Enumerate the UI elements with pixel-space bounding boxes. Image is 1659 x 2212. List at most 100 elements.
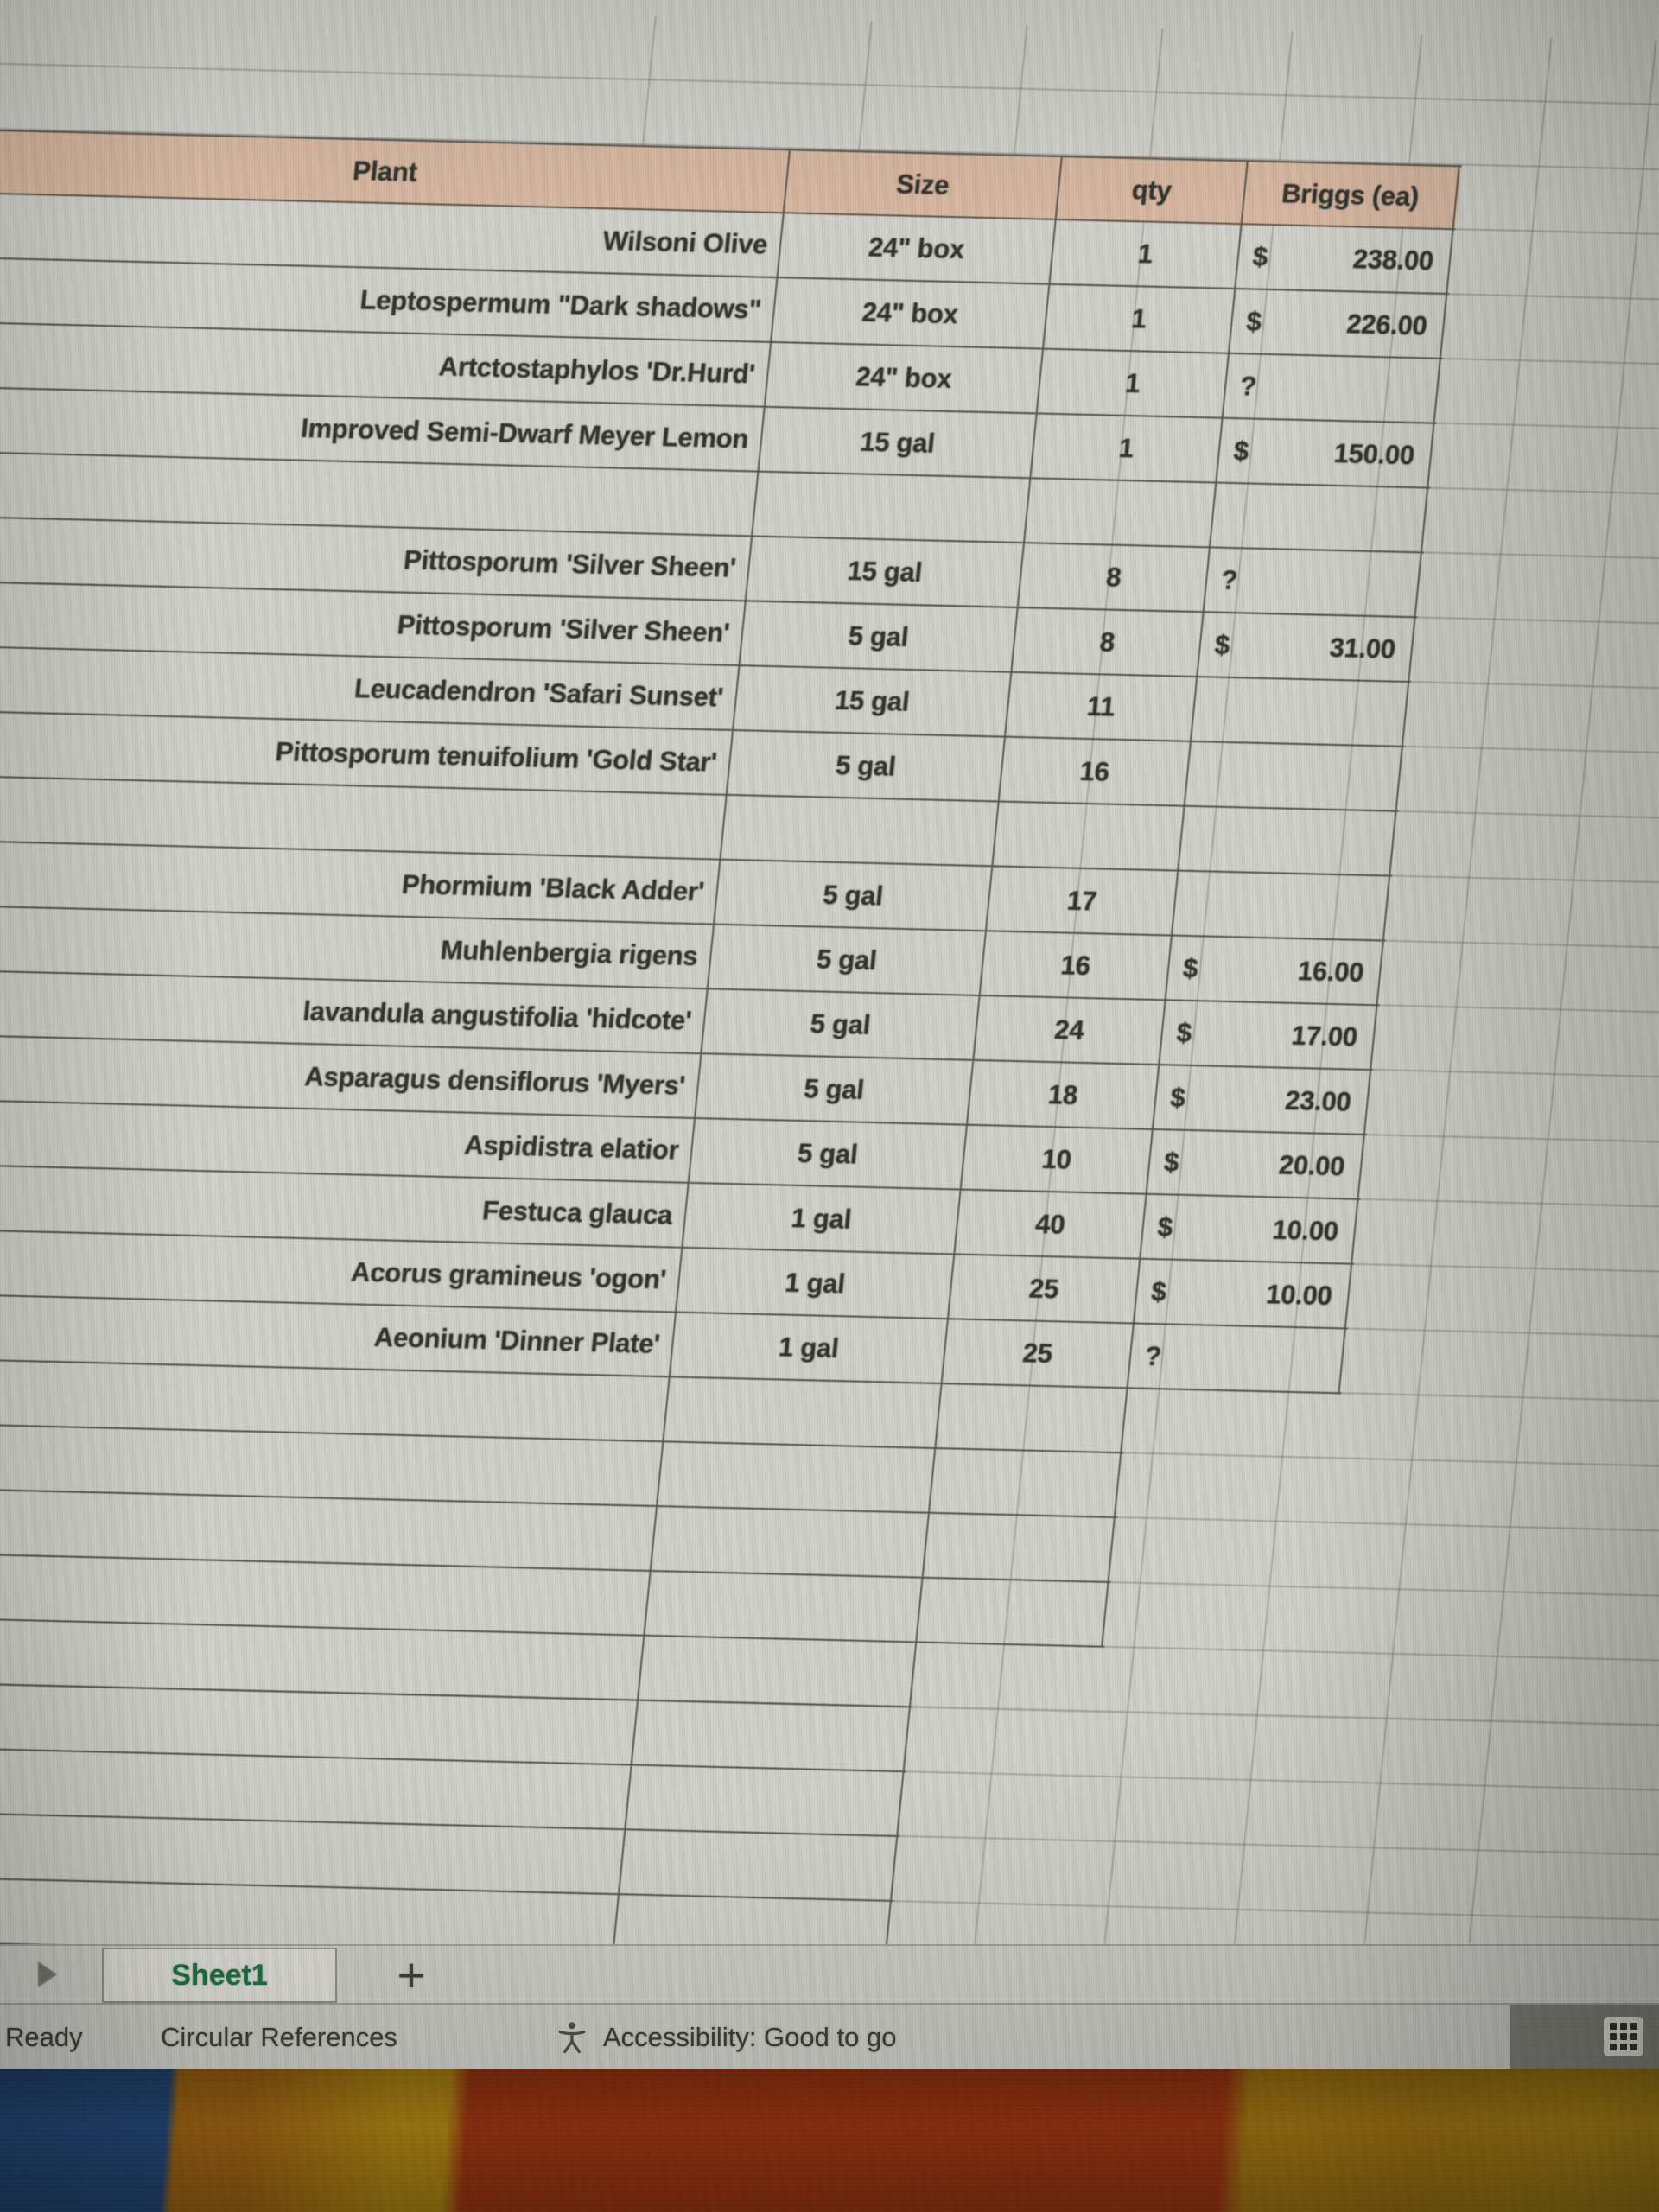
spreadsheet-canvas[interactable]: Plant Size qty Briggs (ea) Wilsoni Olive… <box>0 0 1659 1944</box>
cell-size[interactable]: 5 gal <box>689 1119 968 1189</box>
cell-size[interactable]: 1 gal <box>677 1248 956 1319</box>
cell-qty[interactable] <box>936 1384 1128 1452</box>
cell-price[interactable] <box>1179 806 1397 875</box>
price-amount: 16.00 <box>1296 955 1365 988</box>
cell-size[interactable] <box>632 1700 911 1771</box>
cell-qty[interactable]: 10 <box>961 1125 1154 1193</box>
cell-qty[interactable]: 8 <box>1012 608 1205 677</box>
cell-size[interactable]: 5 gal <box>740 601 1019 671</box>
plant-order-table: Plant Size qty Briggs (ea) Wilsoni Olive… <box>0 129 1462 1944</box>
cell-price[interactable]: $10.00 <box>1134 1259 1353 1328</box>
currency-symbol: $ <box>1244 305 1263 337</box>
cell-qty[interactable]: 24 <box>974 996 1166 1065</box>
accessibility-icon <box>558 2022 586 2054</box>
cell-price[interactable]: $10.00 <box>1141 1194 1359 1263</box>
price-amount: 10.00 <box>1271 1213 1340 1246</box>
cell-size[interactable]: 1 gal <box>670 1313 949 1383</box>
cell-price[interactable] <box>1173 871 1391 940</box>
view-shortcuts-segment <box>1510 2005 1659 2069</box>
cell-size[interactable] <box>721 795 1000 866</box>
cell-price[interactable]: $20.00 <box>1147 1130 1365 1198</box>
cell-size[interactable]: 5 gal <box>727 730 1006 801</box>
cell-size[interactable] <box>651 1507 930 1577</box>
price-amount: 17.00 <box>1290 1020 1359 1052</box>
cell-size[interactable] <box>639 1636 918 1707</box>
accessibility-status[interactable]: Accessibility: Good to go <box>603 2022 897 2052</box>
cell-qty[interactable]: 40 <box>955 1190 1147 1258</box>
price-amount: 31.00 <box>1328 632 1397 664</box>
cell-size[interactable] <box>613 1895 892 1944</box>
cell-size[interactable]: 24" box <box>765 342 1044 413</box>
cell-price[interactable] <box>1192 677 1410 746</box>
cell-qty[interactable]: 1 <box>1044 284 1236 353</box>
cell-size[interactable]: 24" box <box>778 213 1057 283</box>
cell-qty[interactable] <box>923 1513 1116 1581</box>
cell-price[interactable]: $31.00 <box>1198 613 1416 682</box>
cell-price[interactable]: $150.00 <box>1217 418 1435 487</box>
currency-symbol: $ <box>1168 1082 1187 1113</box>
cell-qty[interactable]: 25 <box>949 1255 1141 1323</box>
cell-qty[interactable]: 8 <box>1018 543 1211 612</box>
currency-symbol: $ <box>1251 241 1269 272</box>
table-body: Wilsoni Olive 24" box 1 $238.00 Leptospermum… <box>0 194 1456 1944</box>
status-bar: Ready Circular References Accessibility:… <box>0 2003 1659 2069</box>
cell-qty[interactable] <box>1025 479 1217 547</box>
price-amount: 23.00 <box>1283 1084 1353 1117</box>
price-amount: 238.00 <box>1351 243 1435 276</box>
cell-size[interactable]: 5 gal <box>702 989 981 1059</box>
cell-price[interactable]: $238.00 <box>1236 225 1454 294</box>
cell-size[interactable]: 5 gal <box>715 860 994 931</box>
cell-qty[interactable] <box>993 802 1185 870</box>
cell-size[interactable] <box>620 1830 899 1900</box>
cell-qty[interactable]: 1 <box>1050 219 1243 289</box>
gridline <box>641 16 657 148</box>
cell-qty[interactable]: 11 <box>1006 672 1198 741</box>
cell-qty[interactable]: 17 <box>987 867 1179 935</box>
cell-size[interactable]: 5 gal <box>708 925 987 995</box>
cell-size[interactable] <box>645 1571 924 1642</box>
column-header-price[interactable]: Briggs (ea) <box>1242 162 1460 229</box>
cell-size[interactable]: 15 gal <box>746 537 1025 607</box>
column-header-qty[interactable]: qty <box>1056 157 1249 224</box>
gridline <box>857 21 873 153</box>
column-header-size[interactable]: Size <box>784 150 1063 219</box>
cell-size[interactable] <box>753 472 1032 543</box>
cell-qty[interactable] <box>930 1448 1122 1517</box>
sheet-tab-sheet1[interactable]: Sheet1 <box>102 1948 337 2003</box>
sheet-nav-arrow-icon[interactable] <box>38 1961 57 1987</box>
cell-size[interactable]: 24" box <box>772 278 1051 348</box>
cell-price[interactable]: $23.00 <box>1154 1065 1372 1134</box>
cell-qty[interactable] <box>917 1578 1109 1646</box>
cell-price[interactable]: $16.00 <box>1166 936 1384 1005</box>
price-amount: 20.00 <box>1277 1149 1346 1181</box>
cell-qty[interactable]: 25 <box>942 1319 1135 1388</box>
cell-qty[interactable]: 1 <box>1037 349 1230 417</box>
circular-references-status[interactable]: Circular References <box>161 2022 397 2052</box>
currency-symbol: $ <box>1149 1275 1168 1306</box>
cell-size[interactable]: 1 gal <box>683 1183 962 1254</box>
gridline <box>1452 40 1657 1944</box>
currency-symbol: $ <box>1181 952 1199 983</box>
add-sheet-button[interactable]: + <box>397 1947 426 2002</box>
cell-qty[interactable]: 16 <box>999 737 1192 805</box>
cell-price[interactable]: $226.00 <box>1230 289 1448 358</box>
cell-size[interactable]: 15 gal <box>734 666 1013 736</box>
cell-price[interactable]: $17.00 <box>1160 1001 1378 1070</box>
cell-price[interactable] <box>1185 741 1403 810</box>
cell-qty[interactable]: 18 <box>968 1060 1160 1129</box>
cell-size[interactable] <box>626 1765 905 1836</box>
sheet-tab-bar: Sheet1 + <box>0 1944 1659 2003</box>
cell-price[interactable]: ? <box>1204 548 1422 617</box>
cell-size[interactable] <box>658 1442 937 1512</box>
cell-size[interactable] <box>664 1377 943 1447</box>
cell-price[interactable]: ? <box>1223 353 1441 423</box>
cell-size[interactable]: 5 gal <box>696 1054 975 1124</box>
cell-price[interactable] <box>1211 483 1429 552</box>
spreadsheet-grid: Plant Size qty Briggs (ea) Wilsoni Olive… <box>0 0 1659 1944</box>
cell-price[interactable]: ? <box>1128 1324 1346 1393</box>
price-amount: 150.00 <box>1332 437 1416 470</box>
cell-qty[interactable]: 16 <box>980 931 1173 1000</box>
cell-qty[interactable]: 1 <box>1031 414 1224 482</box>
cell-size[interactable]: 15 gal <box>759 407 1038 478</box>
view-grid-icon[interactable] <box>1604 2017 1643 2056</box>
